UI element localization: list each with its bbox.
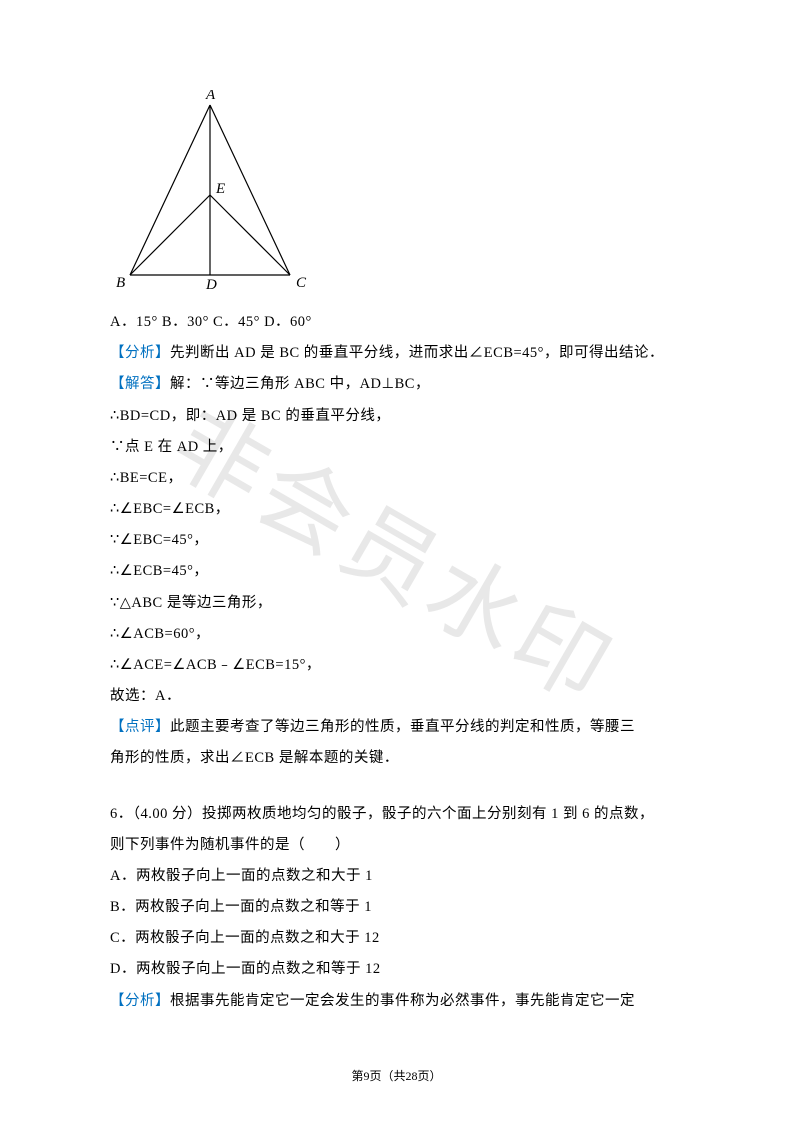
q6-stem-2: 则下列事件为随机事件的是（ ）	[110, 830, 683, 861]
svg-text:C: C	[296, 275, 307, 290]
q5-solution-5: ∵∠EBC=45°，	[110, 525, 683, 556]
spacer	[110, 775, 683, 799]
q6-opt-d: D．两枚骰子向上一面的点数之和等于 12	[110, 954, 683, 985]
analysis-text: 根据事先能肯定它一定会发生的事件称为必然事件，事先能肯定它一定	[170, 993, 635, 1009]
page-footer: 第9页（共28页）	[0, 1067, 793, 1084]
q6-analysis: 【分析】根据事先能肯定它一定会发生的事件称为必然事件，事先能肯定它一定	[110, 986, 683, 1017]
q5-solution-9: ∴∠ACE=∠ACB﹣∠ECB=15°，	[110, 650, 683, 681]
solution-line: 解：∵等边三角形 ABC 中，AD⊥BC，	[170, 376, 430, 392]
svg-text:E: E	[215, 181, 225, 197]
footer-suffix: 页）	[418, 1069, 442, 1083]
q5-solution-7: ∵△ABC 是等边三角形，	[110, 588, 683, 619]
analysis-text: 先判断出 AD 是 BC 的垂直平分线，进而求出∠ECB=45°，即可得出结论．	[170, 345, 664, 361]
q5-comment-2: 角形的性质，求出∠ECB 是解本题的关键．	[110, 743, 683, 774]
q5-solution-0: 【解答】解：∵等边三角形 ABC 中，AD⊥BC，	[110, 369, 683, 400]
footer-total: 28	[406, 1069, 418, 1083]
footer-mid: 页（共	[369, 1069, 405, 1083]
q6-stem-1: 6．（4.00 分）投掷两枚质地均匀的骰子，骰子的六个面上分别刻有 1 到 6 …	[110, 799, 683, 830]
q5-solution-1: ∴BD=CD，即：AD 是 BC 的垂直平分线，	[110, 401, 683, 432]
page-content: ABCDE A．15° B．30° C．45° D．60° 【分析】先判断出 A…	[0, 0, 793, 1067]
q5-analysis: 【分析】先判断出 AD 是 BC 的垂直平分线，进而求出∠ECB=45°，即可得…	[110, 338, 683, 369]
analysis-label: 【分析】	[110, 345, 170, 361]
q5-solution-8: ∴∠ACB=60°，	[110, 619, 683, 650]
comment-text-1: 此题主要考查了等边三角形的性质，垂直平分线的判定和性质，等腰三	[170, 719, 635, 735]
q5-comment-1: 【点评】此题主要考查了等边三角形的性质，垂直平分线的判定和性质，等腰三	[110, 712, 683, 743]
q5-options: A．15° B．30° C．45° D．60°	[110, 307, 683, 338]
comment-label: 【点评】	[110, 719, 170, 735]
q5-solution-10: 故选：A．	[110, 681, 683, 712]
q5-solution-6: ∴∠ECB=45°，	[110, 556, 683, 587]
svg-text:B: B	[116, 275, 125, 290]
q5-solution-2: ∵点 E 在 AD 上，	[110, 432, 683, 463]
q5-solution-3: ∴BE=CE，	[110, 463, 683, 494]
analysis-label: 【分析】	[110, 993, 170, 1009]
q6-opt-a: A．两枚骰子向上一面的点数之和大于 1	[110, 861, 683, 892]
solution-label: 【解答】	[110, 376, 170, 392]
q6-opt-c: C．两枚骰子向上一面的点数之和大于 12	[110, 923, 683, 954]
svg-text:A: A	[205, 90, 216, 103]
footer-prefix: 第	[351, 1069, 363, 1083]
q6-opt-b: B．两枚骰子向上一面的点数之和等于 1	[110, 892, 683, 923]
triangle-diagram: A B C D E	[110, 90, 683, 295]
q5-solution-4: ∴∠EBC=∠ECB，	[110, 494, 683, 525]
svg-text:D: D	[205, 277, 217, 290]
